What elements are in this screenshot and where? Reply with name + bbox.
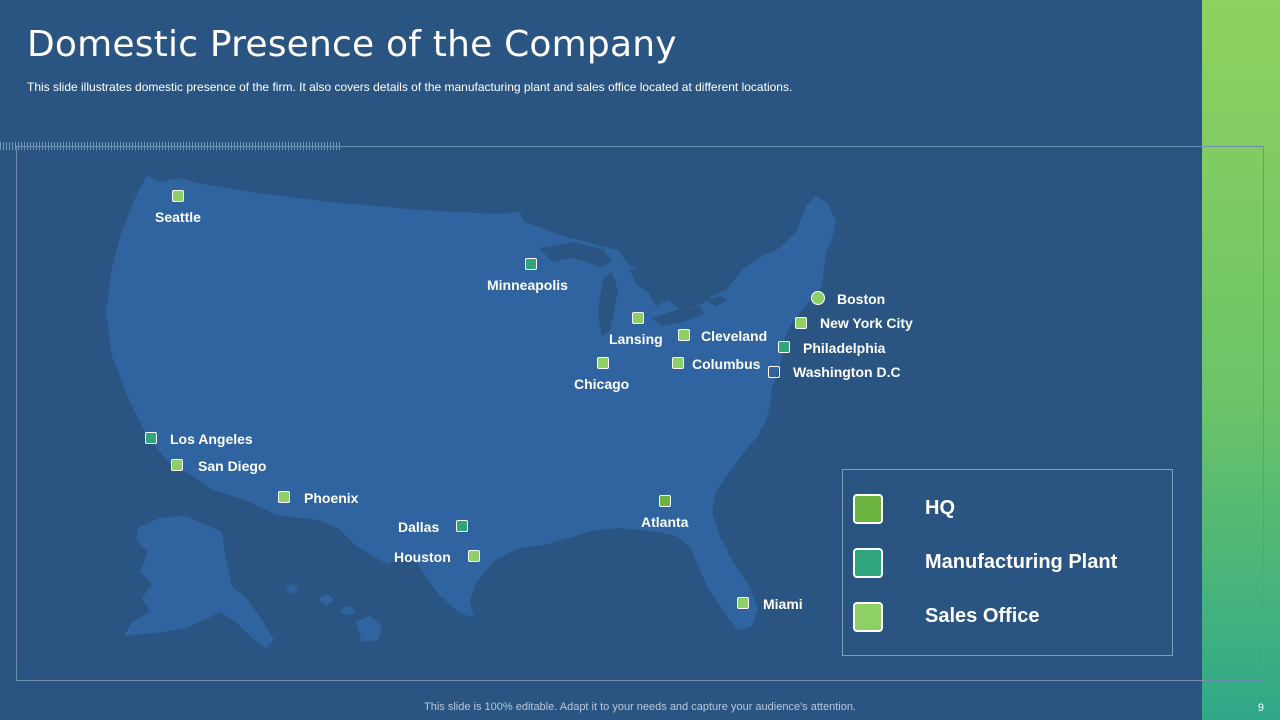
map-frame [16,146,1264,681]
city-label-san-diego: San Diego [198,458,267,474]
city-label-chicago: Chicago [574,376,630,392]
accent-side-bar [1202,0,1280,720]
city-label-columbus: Columbus [692,356,761,372]
marker-phoenix[interactable] [278,491,290,503]
legend-swatch-hq [853,494,883,524]
marker-houston[interactable] [468,550,480,562]
city-label-minneapolis: Minneapolis [487,277,568,293]
page-number: 9 [1257,702,1264,714]
city-label-washington-dc: Washington D.C [793,364,901,380]
marker-philadelphia[interactable] [778,341,790,353]
legend-label-manufacturing-plant: Manufacturing Plant [925,551,1118,573]
marker-chicago[interactable] [597,357,609,369]
great-lakes-shape [540,242,728,336]
hawaii-shape [286,584,382,642]
city-label-miami: Miami [763,596,803,612]
city-label-houston: Houston [394,549,451,565]
city-label-seattle: Seattle [155,209,201,225]
city-label-new-york-city: New York City [820,315,913,331]
page-subtitle: This slide illustrates domestic presence… [27,80,793,94]
marker-seattle[interactable] [172,190,184,202]
legend-label-hq: HQ [925,497,955,519]
marker-lansing[interactable] [632,312,644,324]
marker-atlanta[interactable] [659,495,671,507]
city-label-lansing: Lansing [609,331,663,347]
marker-columbus[interactable] [672,357,684,369]
legend-swatch-sales-office [853,602,883,632]
city-label-phoenix: Phoenix [304,490,359,506]
city-label-dallas: Dallas [398,519,440,535]
city-label-boston: Boston [837,291,886,307]
legend-label-sales-office: Sales Office [925,605,1040,627]
marker-san-diego[interactable] [171,459,183,471]
city-label-atlanta: Atlanta [641,514,689,530]
marker-cleveland[interactable] [678,329,690,341]
marker-miami[interactable] [737,597,749,609]
marker-boston[interactable] [811,291,825,305]
marker-dallas[interactable] [456,520,468,532]
alaska-shape [124,516,274,648]
page-title: Domestic Presence of the Company [27,24,677,65]
city-label-philadelphia: Philadelphia [803,340,886,356]
footer-note: This slide is 100% editable. Adapt it to… [424,701,856,713]
map-legend: HQ Manufacturing Plant Sales Office [842,469,1173,656]
legend-swatch-manufacturing-plant [853,548,883,578]
marker-minneapolis[interactable] [525,258,537,270]
marker-los-angeles[interactable] [145,432,157,444]
city-label-los-angeles: Los Angeles [170,431,253,447]
marker-new-york-city[interactable] [795,317,807,329]
marker-washington-dc[interactable] [768,366,780,378]
city-label-cleveland: Cleveland [701,328,768,344]
